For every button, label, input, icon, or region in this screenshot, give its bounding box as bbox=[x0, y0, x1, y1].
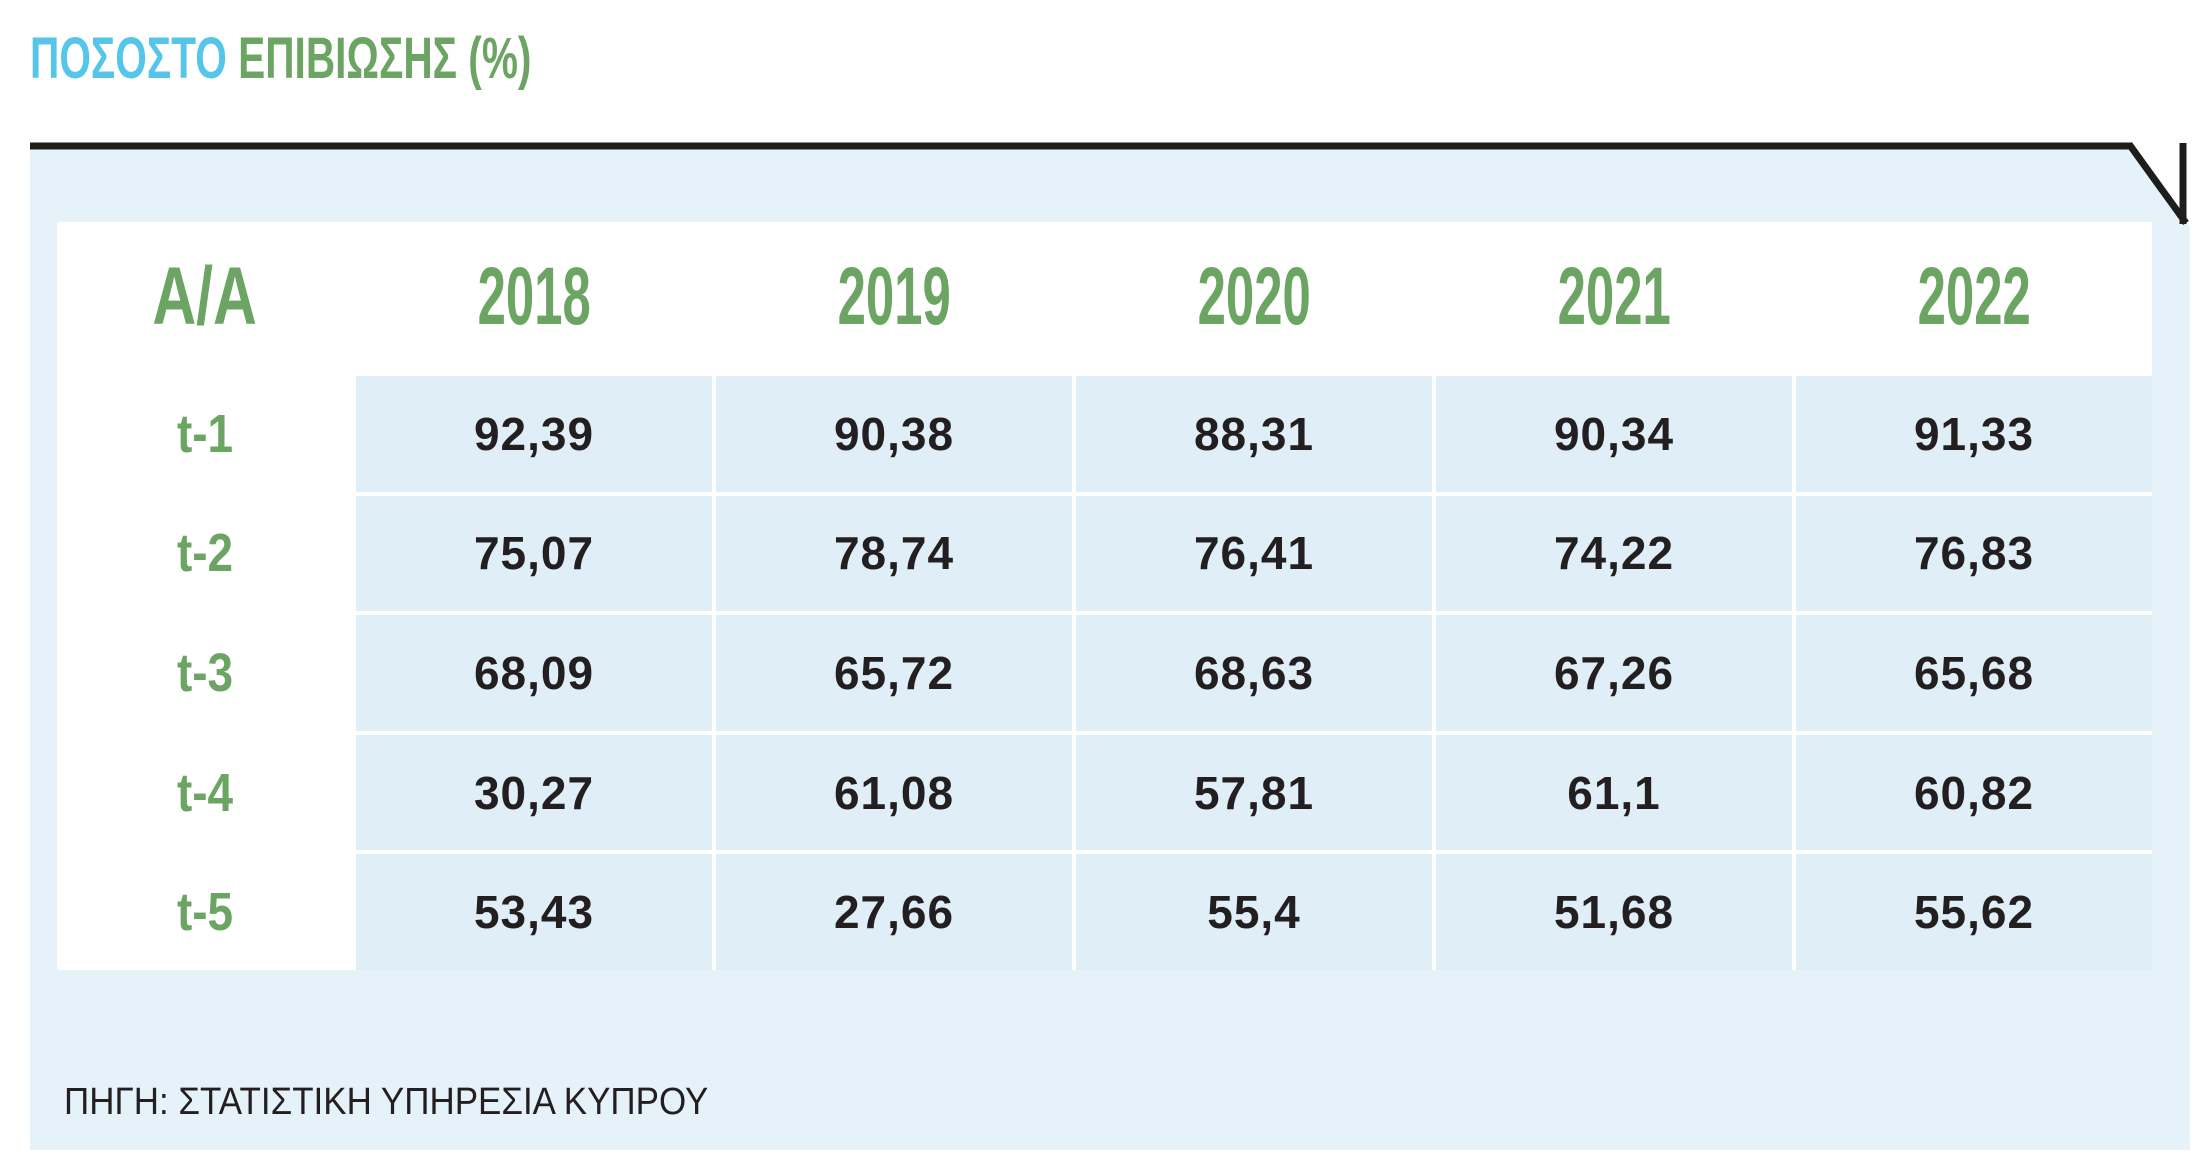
value-cell-t-4-2019: 61,08 bbox=[716, 734, 1072, 851]
value-cell-t-1-2022: 91,33 bbox=[1796, 376, 2152, 492]
row-label-t-4: t-4 bbox=[57, 734, 352, 851]
value-cell-t-5-2020: 55,4 bbox=[1076, 854, 1432, 970]
value-cell-t-2-2021-text: 74,22 bbox=[1553, 527, 1675, 580]
value-cell-t-5-2019-text: 27,66 bbox=[833, 886, 955, 939]
row-label-t-4-text: t-4 bbox=[176, 762, 233, 823]
value-cell-t-1-2019: 90,38 bbox=[716, 376, 1072, 492]
row-label-t-5-text: t-5 bbox=[176, 882, 233, 943]
value-cell-t-2-2021: 74,22 bbox=[1436, 495, 1792, 612]
value-cell-t-3-2021-text: 67,26 bbox=[1553, 646, 1675, 699]
header-cell-year-2020: 2020 bbox=[1076, 222, 1432, 372]
value-cell-t-5-2021-text: 51,68 bbox=[1553, 886, 1675, 939]
value-cell-t-4-2022: 60,82 bbox=[1796, 734, 2152, 851]
header-cell-year-2022: 2022 bbox=[1796, 222, 2152, 372]
header-cell-year-2019: 2019 bbox=[716, 222, 1072, 372]
row-label-t-1: t-1 bbox=[57, 376, 352, 492]
value-cell-t-2-2019-text: 78,74 bbox=[833, 527, 955, 580]
value-cell-t-2-2018: 75,07 bbox=[356, 495, 712, 612]
value-cell-t-5-2018: 53,43 bbox=[356, 854, 712, 970]
page-title: ΠΟΣΟΣΤΟ ΕΠΙΒΙΩΣΗΣ (%) bbox=[30, 30, 531, 88]
header-cell-year-2018-text: 2018 bbox=[477, 251, 591, 342]
fold-diagonal-line bbox=[2126, 141, 2189, 226]
row-label-t-2-text: t-2 bbox=[176, 523, 233, 584]
value-cell-t-3-2019: 65,72 bbox=[716, 615, 1072, 731]
value-cell-t-3-2020-text: 68,63 bbox=[1193, 646, 1315, 699]
value-cell-t-4-2018: 30,27 bbox=[356, 734, 712, 851]
title-word-green: ΕΠΙΒΙΩΣΗΣ (%) bbox=[238, 26, 532, 91]
header-cell-aa: A/A bbox=[57, 222, 352, 372]
value-cell-t-1-2021: 90,34 bbox=[1436, 376, 1792, 492]
row-label-t-1-text: t-1 bbox=[176, 403, 233, 464]
value-cell-t-1-2019-text: 90,38 bbox=[833, 407, 955, 460]
header-cell-year-2021-text: 2021 bbox=[1557, 251, 1671, 342]
value-cell-t-3-2022: 65,68 bbox=[1796, 615, 2152, 731]
value-cell-t-1-2020: 88,31 bbox=[1076, 376, 1432, 492]
header-cell-aa-text: A/A bbox=[152, 251, 257, 342]
value-cell-t-1-2018-text: 92,39 bbox=[473, 407, 595, 460]
value-cell-t-4-2020-text: 57,81 bbox=[1193, 766, 1315, 819]
row-label-t-5: t-5 bbox=[57, 854, 352, 970]
value-cell-t-1-2018: 92,39 bbox=[356, 376, 712, 492]
value-cell-t-2-2018-text: 75,07 bbox=[473, 527, 595, 580]
value-cell-t-4-2022-text: 60,82 bbox=[1913, 766, 2035, 819]
header-cell-year-2018: 2018 bbox=[356, 222, 712, 372]
value-cell-t-3-2020: 68,63 bbox=[1076, 615, 1432, 731]
survival-rate-table: A/A 2018 2019 2020 2021 2022 t-1 92,39 90,38 88,3… bbox=[57, 222, 2152, 970]
value-cell-t-3-2018-text: 68,09 bbox=[473, 646, 595, 699]
value-cell-t-1-2020-text: 88,31 bbox=[1193, 407, 1315, 460]
row-label-t-3: t-3 bbox=[57, 615, 352, 731]
value-cell-t-2-2019: 78,74 bbox=[716, 495, 1072, 612]
value-cell-t-2-2020: 76,41 bbox=[1076, 495, 1432, 612]
value-cell-t-5-2021: 51,68 bbox=[1436, 854, 1792, 970]
value-cell-t-3-2022-text: 65,68 bbox=[1913, 646, 2035, 699]
value-cell-t-1-2021-text: 90,34 bbox=[1553, 407, 1675, 460]
value-cell-t-4-2018-text: 30,27 bbox=[473, 766, 595, 819]
value-cell-t-5-2019: 27,66 bbox=[716, 854, 1072, 970]
value-cell-t-4-2021: 61,1 bbox=[1436, 734, 1792, 851]
value-cell-t-5-2018-text: 53,43 bbox=[473, 886, 595, 939]
value-cell-t-5-2022-text: 55,62 bbox=[1913, 886, 2035, 939]
value-cell-t-3-2021: 67,26 bbox=[1436, 615, 1792, 731]
row-label-t-2: t-2 bbox=[57, 495, 352, 612]
header-cell-year-2021: 2021 bbox=[1436, 222, 1792, 372]
value-cell-t-4-2020: 57,81 bbox=[1076, 734, 1432, 851]
value-cell-t-4-2019-text: 61,08 bbox=[833, 766, 955, 819]
value-cell-t-2-2022: 76,83 bbox=[1796, 495, 2152, 612]
table-panel: A/A 2018 2019 2020 2021 2022 t-1 92,39 90,38 88,3… bbox=[30, 149, 2190, 1150]
source-note: ΠΗΓΗ: ΣΤΑΤΙΣΤΙΚΗ ΥΠΗΡΕΣΙΑ ΚΥΠΡΟΥ bbox=[64, 1081, 709, 1123]
value-cell-t-1-2022-text: 91,33 bbox=[1913, 407, 2035, 460]
value-cell-t-2-2020-text: 76,41 bbox=[1193, 527, 1315, 580]
row-label-t-3-text: t-3 bbox=[176, 642, 233, 703]
value-cell-t-5-2022: 55,62 bbox=[1796, 854, 2152, 970]
header-cell-year-2019-text: 2019 bbox=[837, 251, 951, 342]
value-cell-t-5-2020-text: 55,4 bbox=[1207, 886, 1301, 939]
value-cell-t-3-2019-text: 65,72 bbox=[833, 646, 955, 699]
value-cell-t-3-2018: 68,09 bbox=[356, 615, 712, 731]
value-cell-t-2-2022-text: 76,83 bbox=[1913, 527, 2035, 580]
header-cell-year-2022-text: 2022 bbox=[1917, 251, 2031, 342]
header-cell-year-2020-text: 2020 bbox=[1197, 251, 1311, 342]
title-word-cyan: ΠΟΣΟΣΤΟ bbox=[30, 26, 227, 91]
value-cell-t-4-2021-text: 61,1 bbox=[1567, 766, 1661, 819]
